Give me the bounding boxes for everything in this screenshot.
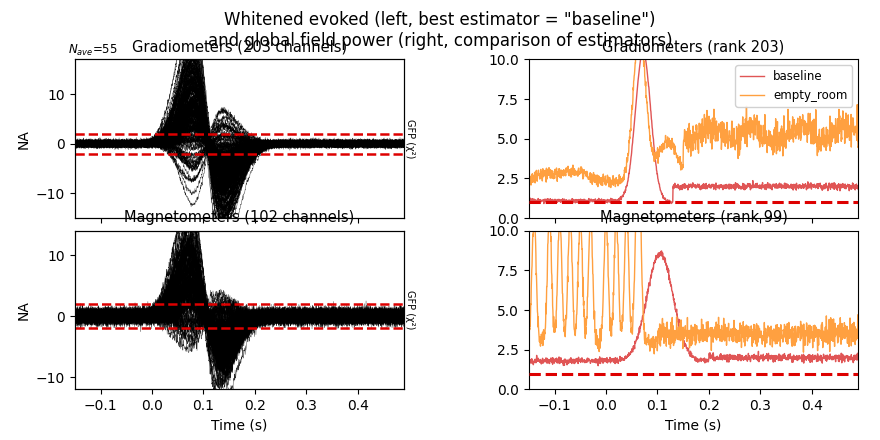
baseline	[585, 198, 596, 203]
empty_room	[687, 136, 698, 141]
empty_room	[858, 326, 869, 332]
empty_room	[853, 322, 863, 327]
empty_room	[790, 136, 801, 141]
empty_room	[498, 176, 509, 181]
baseline	[790, 354, 801, 359]
empty_room	[622, 158, 633, 164]
baseline	[585, 361, 596, 366]
baseline	[498, 359, 509, 364]
Title: Magnetometers (102 channels): Magnetometers (102 channels)	[124, 210, 355, 225]
empty_room	[585, 171, 596, 176]
baseline	[858, 183, 869, 188]
X-axis label: Time (s): Time (s)	[665, 419, 722, 433]
Line: baseline: baseline	[503, 51, 863, 204]
baseline	[622, 181, 633, 186]
baseline	[853, 187, 863, 192]
empty_room	[853, 144, 863, 149]
Text: $N_{ave}$=55: $N_{ave}$=55	[69, 43, 118, 58]
empty_room	[664, 334, 675, 339]
Title: Gradiometers (203 channels): Gradiometers (203 channels)	[132, 39, 347, 54]
empty_room	[504, 353, 515, 358]
Text: Whitened evoked (left, best estimator = "baseline")
and global field power (righ: Whitened evoked (left, best estimator = …	[208, 11, 672, 50]
empty_room	[503, 189, 514, 194]
Y-axis label: NA: NA	[16, 129, 30, 149]
baseline	[664, 277, 675, 282]
empty_room	[858, 139, 869, 144]
empty_room	[528, 228, 539, 233]
Y-axis label: NA: NA	[16, 300, 30, 320]
baseline	[687, 354, 698, 359]
Line: empty_room: empty_room	[503, 231, 863, 356]
empty_room	[790, 339, 801, 345]
empty_room	[498, 345, 509, 351]
baseline	[498, 197, 509, 202]
Title: Magnetometers (rank 99): Magnetometers (rank 99)	[599, 210, 788, 225]
Legend: baseline, empty_room: baseline, empty_room	[735, 65, 852, 106]
Title: Gradiometers (rank 203): Gradiometers (rank 203)	[602, 39, 785, 54]
baseline	[687, 184, 698, 189]
baseline	[637, 49, 648, 54]
empty_room	[664, 143, 675, 149]
baseline	[622, 353, 633, 358]
baseline	[790, 185, 801, 191]
Line: empty_room: empty_room	[503, 51, 863, 192]
baseline	[593, 363, 604, 368]
empty_room	[586, 228, 597, 233]
Line: baseline: baseline	[503, 251, 863, 366]
baseline	[853, 353, 863, 359]
empty_room	[631, 49, 642, 54]
Y-axis label: GFP (χ²): GFP (χ²)	[405, 119, 415, 158]
baseline	[539, 201, 549, 206]
baseline	[656, 248, 667, 253]
X-axis label: Time (s): Time (s)	[211, 419, 268, 433]
baseline	[664, 199, 675, 204]
baseline	[858, 353, 869, 358]
empty_room	[622, 230, 633, 235]
Y-axis label: GFP (χ²): GFP (χ²)	[405, 290, 415, 330]
empty_room	[687, 332, 698, 337]
